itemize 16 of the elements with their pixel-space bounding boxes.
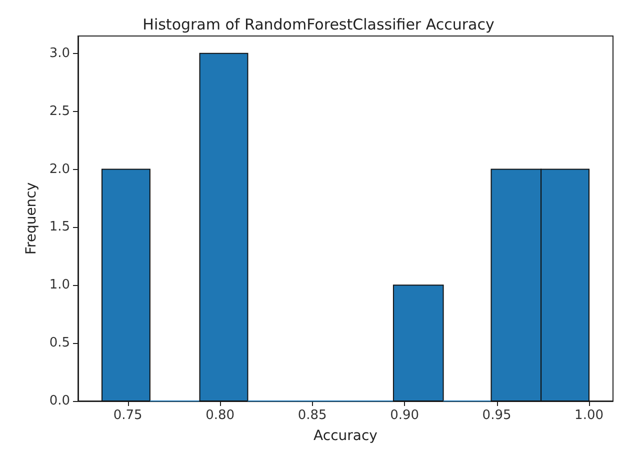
x-tick-label: 0.80	[206, 408, 235, 423]
y-tick-label: 2.5	[49, 104, 70, 119]
chart-title: Histogram of RandomForestClassifier Accuracy	[142, 16, 494, 34]
y-tick-label: 2.0	[49, 162, 70, 177]
y-tick-label: 1.0	[49, 278, 70, 293]
y-tick-label: 1.5	[49, 220, 70, 235]
x-tick-label: 0.90	[390, 408, 420, 423]
x-tick-label: 0.75	[113, 408, 142, 423]
x-tick-label: 0.95	[482, 408, 512, 423]
x-tick-label: 1.00	[574, 408, 604, 423]
y-tick-label: 0.5	[49, 336, 70, 351]
y-tick-label: 0.0	[49, 394, 70, 408]
y-axis-title: Frequency	[23, 182, 40, 255]
x-tick-label: 0.85	[298, 408, 327, 423]
x-axis-title: Accuracy	[314, 428, 378, 444]
y-tick-label: 3.0	[49, 46, 70, 61]
